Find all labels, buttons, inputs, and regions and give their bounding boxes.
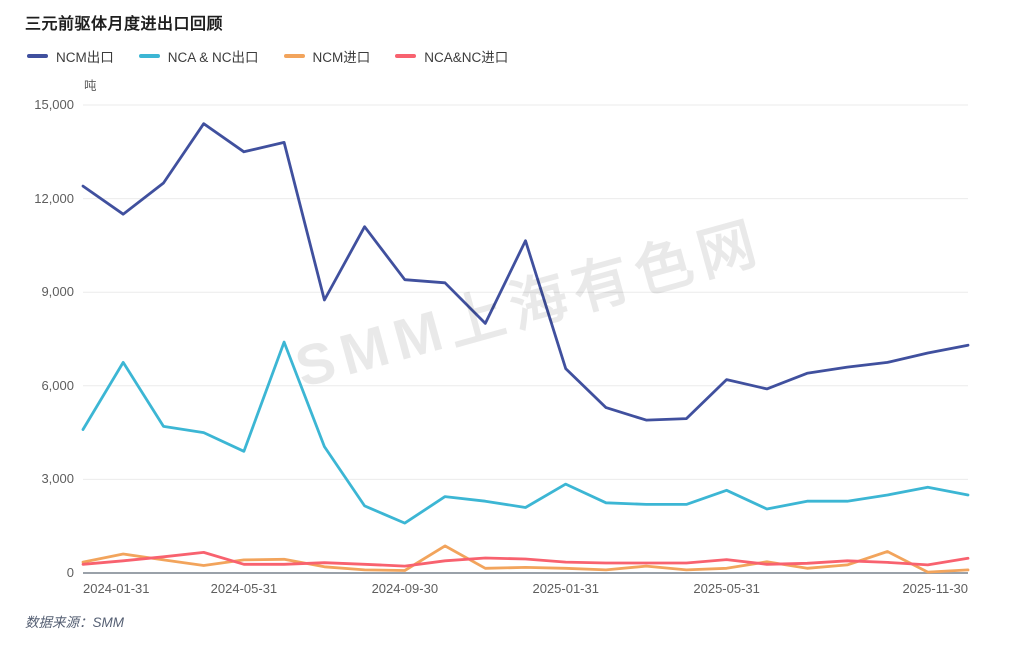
legend-line-icon	[138, 54, 160, 58]
legend-item-1[interactable]: NCA & NC出口	[138, 46, 259, 66]
legend-label: NCA & NC出口	[167, 50, 259, 65]
legend-item-2[interactable]: NCM进口	[283, 46, 371, 66]
x-axis-label-2024-01-31: 2024-01-31	[83, 581, 150, 596]
series-line-3	[81, 551, 970, 568]
x-axis-label-2024-09-30: 2024-09-30	[371, 581, 439, 596]
x-axis-label-2025-05-31: 2025-05-31	[693, 581, 760, 596]
legend-line-icon	[395, 54, 417, 58]
chart-title: 三元前驱体月度进出口回顾	[25, 16, 224, 33]
y-axis-label-3000: 3,000	[41, 471, 74, 487]
y-axis-unit-label: 吨	[84, 79, 97, 93]
y-axis-label-9000: 9,000	[41, 284, 74, 300]
legend-item-3[interactable]: NCA&NC进口	[395, 46, 508, 66]
y-axis-label-0: 0	[66, 565, 74, 580]
legend-label: NCM进口	[312, 50, 371, 65]
legend-label: NCA&NC进口	[424, 50, 509, 65]
x-axis-label-2025-01-31: 2025-01-31	[532, 581, 599, 596]
legend-item-0[interactable]: NCM出口	[27, 46, 114, 66]
series-line-1	[81, 340, 970, 525]
legend-label: NCM出口	[56, 50, 114, 65]
legend: NCM出口 NCA & NC出口 NCM进口 NCA&NC进口	[27, 46, 508, 66]
x-axis-label-2025-11-30: 2025-11-30	[902, 581, 968, 596]
legend-line-icon	[27, 54, 48, 58]
data-source-note: 数据来源：SMM	[25, 615, 124, 630]
y-axis-label-12000: 12,000	[34, 190, 74, 206]
y-axis-label-15000: 15,000	[34, 97, 74, 112]
y-axis-label-6000: 6,000	[41, 377, 74, 393]
x-axis-label-2024-05-31: 2024-05-31	[210, 581, 278, 596]
legend-line-icon	[283, 54, 305, 58]
series-line-0	[81, 122, 970, 422]
